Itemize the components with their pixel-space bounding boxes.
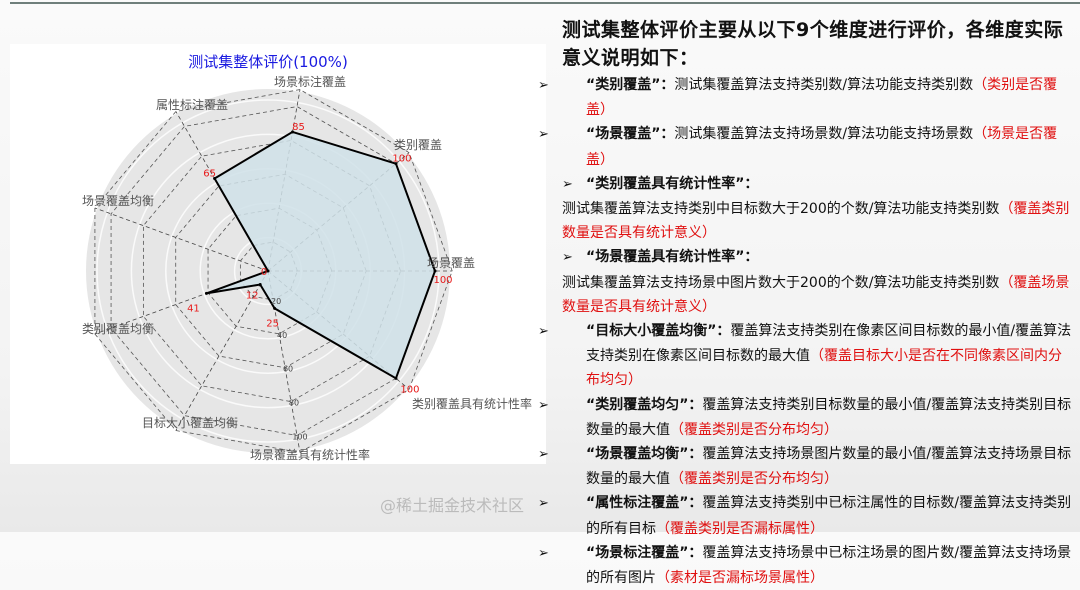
data-point — [204, 291, 208, 295]
description-heading: 测试集整体评价主要从以下9个维度进行评价，各维度实际意义说明如下： — [562, 19, 1064, 69]
dimension-item: ➢ “场景标注覆盖”：覆盖算法支持场景中已标注场景的图片数/覆盖算法支持场景的所有… — [538, 541, 1074, 590]
chart-title: 测试集整体评价(100%) — [188, 53, 348, 71]
radial-tick-label: 20 — [271, 297, 281, 306]
radar-grid — [110, 106, 436, 436]
data-point — [433, 269, 437, 273]
dimension-item: ➢ “类别覆盖具有统计性率”： 测试集覆盖算法支持类别中目标数大于200的个数/算法… — [562, 172, 1074, 246]
dimension-item: ➢ “场景覆盖具有统计性率”： 测试集覆盖算法支持场景中图片数大于200的个数/算法… — [562, 245, 1074, 319]
data-value-label: 100 — [433, 275, 452, 286]
data-value-label: 25 — [266, 318, 279, 329]
data-point — [266, 269, 270, 273]
dimension-note: （覆盖类别是否分布均匀） — [670, 421, 838, 438]
dimension-title: “属性标注覆盖”： — [586, 495, 703, 512]
bullet-icon: ➢ — [538, 496, 549, 512]
data-point — [291, 130, 295, 134]
dimension-item: ➢ “目标大小覆盖均衡”：覆盖算法支持类别在像素区间目标数的最小值/覆盖算法支持类… — [538, 319, 1074, 393]
bullet-icon: ➢ — [538, 397, 549, 413]
dimension-item: ➢ “场景覆盖”：测试集覆盖算法支持场景数/算法功能支持场景数（场景是否覆盖） — [538, 122, 1074, 171]
data-value-label: 12 — [246, 291, 259, 302]
radial-tick-label: 80 — [289, 399, 299, 408]
data-point — [394, 162, 398, 166]
axis-label: 场景标注覆盖 — [274, 74, 346, 89]
dimension-note: （类别是否覆盖） — [586, 77, 1058, 119]
data-value-label: 41 — [187, 303, 200, 314]
axis-label: 场景覆盖均衡 — [82, 194, 154, 208]
axis-label: 场景覆盖 — [427, 256, 475, 270]
data-point — [213, 177, 217, 181]
bullet-icon: ➢ — [538, 545, 549, 561]
radar-chart-panel: 20 40 60 80 100 100 100 85 65 0 41 12 25 100 场景覆盖 类别覆盖场… — [10, 44, 546, 464]
data-point — [273, 306, 277, 310]
dimension-desc: 测试集覆盖算法支持场景数/算法功能支持场景数 — [674, 126, 974, 143]
bullet-icon: ➢ — [562, 176, 573, 192]
axis-label: 属性标注覆盖 — [156, 97, 228, 112]
data-point — [258, 283, 262, 287]
radar-spoke — [175, 270, 269, 431]
data-value-label: 0 — [261, 267, 267, 278]
dimension-title: “场景覆盖具有统计性率”： — [586, 249, 759, 266]
bullet-icon: ➢ — [562, 250, 573, 266]
dimension-desc: 覆盖算法支持类别在像素区间目标数的最小值/覆盖算法支持类别在像素区间目标数的最大… — [586, 323, 1072, 365]
dimension-desc: 测试集覆盖算法支持场景中图片数大于200的个数/算法功能支持类别数 — [562, 274, 1000, 291]
bullet-icon: ➢ — [538, 447, 549, 463]
dimension-item: ➢ “场景覆盖均衡”：覆盖算法支持场景图片数量的最小值/覆盖算法支持场景目标数量的… — [538, 442, 1074, 491]
dimension-desc: 覆盖算法支持场景图片数量的最小值/覆盖算法支持场景目标数量的最大值 — [586, 446, 1072, 488]
watermark: @稀土掘金技术社区 — [380, 496, 525, 515]
dimension-desc: 测试集覆盖算法支持类别中目标数大于200的个数/算法功能支持类别数 — [562, 201, 1000, 218]
radial-tick-label: 60 — [283, 365, 293, 374]
axis-label: 目标大小覆盖均衡 — [142, 416, 238, 430]
dimension-title: “目标大小覆盖均衡”： — [586, 323, 731, 340]
dimension-note: （场景是否覆盖） — [586, 126, 1058, 168]
axis-label: 场景覆盖具有统计性率 — [250, 447, 370, 462]
dimension-note: （素材是否漏标场景属性） — [656, 570, 824, 587]
radar-grid — [94, 89, 453, 453]
dimension-item: ➢ “属性标注覆盖”：覆盖算法支持类别中已标注属性的目标数/覆盖算法支持类别的所有… — [538, 491, 1074, 540]
description-panel: 测试集整体评价主要从以下9个维度进行评价，各维度实际意义说明如下： ➢ “类别覆盖… — [538, 16, 1074, 590]
top-divider — [10, 2, 1080, 4]
dimension-title: “类别覆盖均匀”： — [586, 396, 703, 413]
dimension-title: “类别覆盖”： — [586, 77, 675, 93]
dimension-note: （覆盖类别是否漏标属性） — [656, 520, 824, 537]
dimension-note: （覆盖目标大小是否在不同像素区间内分布均匀） — [586, 348, 1062, 389]
radial-tick-label: 100 — [292, 432, 307, 441]
bullet-icon: ➢ — [538, 127, 549, 143]
data-value-label: 100 — [392, 154, 411, 165]
axis-label: 类别覆盖 — [394, 138, 442, 152]
dimension-title: “场景覆盖”： — [586, 126, 675, 143]
axis-label: 类别覆盖均衡 — [82, 322, 154, 336]
radar-chart: 2040608010010010085650411225100场景覆盖类别覆盖场… — [82, 53, 532, 462]
radial-tick-label: 40 — [277, 331, 287, 340]
dimension-list: ➢ “类别覆盖”：测试集覆盖算法支持类别数/算法功能支持类别数（类别是否覆盖） ➢ “… — [538, 73, 1074, 590]
dimension-title: “场景覆盖均衡”： — [586, 446, 703, 463]
data-value-label: 85 — [292, 122, 305, 133]
dimension-note: （覆盖类别是否分布均匀） — [670, 471, 838, 488]
data-value-label: 65 — [203, 169, 216, 180]
radar-spoke — [94, 207, 269, 272]
axis-label: 类别覆盖具有统计性率 — [412, 396, 532, 411]
dimension-item: ➢ “类别覆盖”：测试集覆盖算法支持类别数/算法功能支持类别数（类别是否覆盖） — [538, 73, 1074, 122]
dimension-note: （覆盖类别数量是否具有统计意义） — [562, 201, 1070, 242]
dimension-desc: 覆盖算法支持类别目标数量的最小值/覆盖算法支持类别目标数量的最大值 — [586, 396, 1072, 438]
dimension-title: “类别覆盖具有统计性率”： — [586, 175, 759, 192]
dimension-item: ➢ “类别覆盖均匀”：覆盖算法支持类别目标数量的最小值/覆盖算法支持类别目标数量的… — [538, 393, 1074, 442]
radar-series-area — [206, 130, 437, 380]
bullet-icon: ➢ — [538, 78, 549, 93]
data-value-label: 100 — [400, 384, 419, 395]
data-point — [394, 376, 398, 380]
dimension-desc: 测试集覆盖算法支持类别数/算法功能支持类别数 — [674, 77, 974, 93]
bullet-icon: ➢ — [538, 324, 549, 340]
dimension-title: “场景标注覆盖”： — [586, 544, 703, 561]
dimension-note: （覆盖场景数量是否具有统计意义） — [562, 274, 1070, 315]
